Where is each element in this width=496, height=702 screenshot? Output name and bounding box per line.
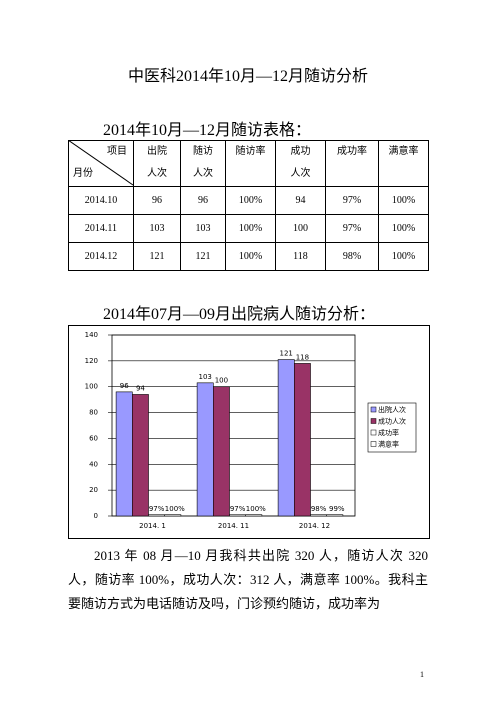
- table-cell: 121: [180, 242, 226, 271]
- header-row: 项目 月份 出院 人次 随访 人次 随访率 成功 人次 成功率 满意率: [68, 140, 429, 187]
- bar: [294, 363, 311, 517]
- y-tick-label: 20: [89, 486, 98, 494]
- legend-label: 出院人次: [378, 405, 406, 414]
- y-tick-label: 120: [85, 357, 98, 365]
- y-tick-label: 140: [85, 331, 98, 339]
- y-tick-label: 0: [94, 512, 98, 520]
- table-cell: 97%: [325, 214, 379, 243]
- x-tick-label: 2014. 12: [299, 522, 330, 530]
- table-row: 2014.10 96 96 100% 94 97% 100%: [68, 186, 429, 215]
- bar: [164, 514, 182, 517]
- corner-label: 项目: [107, 146, 127, 157]
- legend-swatch: [370, 441, 377, 447]
- table-cell: 100%: [225, 242, 276, 271]
- paragraph: 2013 年 08 月—10 月我科共出院 320 人，随访人次 320 人，随…: [68, 548, 428, 611]
- table-cell: 100%: [225, 214, 276, 243]
- value-label: 99%: [329, 505, 345, 513]
- table-cell: 121: [133, 242, 181, 271]
- value-label: 118: [296, 353, 309, 361]
- value-label: 121: [280, 350, 293, 358]
- bar: [229, 514, 247, 517]
- header-cell: 成功 人次: [275, 140, 326, 187]
- bar: [245, 514, 263, 517]
- table-heading: 2014年10月—12月随访表格：: [103, 122, 312, 139]
- table-cell: 96: [180, 186, 226, 215]
- header-text: 人次: [193, 168, 213, 179]
- table-cell: 96: [133, 186, 181, 215]
- value-label: 100%: [246, 505, 266, 513]
- bar: [148, 514, 166, 517]
- legend-swatch: [370, 429, 377, 436]
- bar: [277, 359, 295, 517]
- value-label: 100%: [165, 505, 185, 513]
- header-text: 随访率: [235, 146, 266, 157]
- table-cell: 118: [275, 242, 326, 271]
- legend-label: 满意率: [378, 440, 399, 449]
- y-tick-label: 60: [89, 434, 98, 442]
- diagonal: [68, 140, 134, 186]
- legend-swatch: [370, 406, 377, 413]
- table-cell: 94: [275, 186, 326, 215]
- header-text: 成功率: [337, 146, 367, 157]
- header-text: 满意率: [388, 146, 419, 157]
- table-cell: 2014.11: [68, 214, 134, 243]
- table-cell: 100: [275, 214, 326, 243]
- legend-label: 成功人次: [378, 417, 406, 426]
- table-cell: 100%: [378, 186, 429, 215]
- corner-cell: 项目月份: [68, 140, 134, 187]
- bar: [310, 514, 328, 517]
- bar: [213, 386, 230, 517]
- table-cell: 98%: [325, 242, 379, 271]
- value-label: 97%: [149, 505, 165, 513]
- bar: [115, 391, 133, 517]
- header-text: 随访: [193, 146, 213, 157]
- header-text: 人次: [290, 168, 311, 179]
- header-cell: 成功率: [325, 140, 379, 187]
- table: 项目 月份 出院 人次 随访 人次 随访率 成功 人次 成功率 满意率 2014.10 96 96 100%…: [68, 140, 429, 271]
- page-number: 1: [420, 670, 424, 679]
- plot-area: [111, 334, 356, 517]
- y-tick-label: 80: [89, 409, 98, 417]
- table-row: 2014.12 121 121 100% 118 98% 100%: [68, 242, 429, 271]
- table-cell: 103: [133, 214, 181, 243]
- value-label: 103: [199, 373, 212, 381]
- doc-title: 中医科2014年10月—12月随访分析: [127, 68, 368, 85]
- header-text: 人次: [147, 168, 167, 179]
- legend-swatch: [370, 418, 377, 424]
- header-cell: 随访率: [225, 140, 276, 187]
- table-cell: 100%: [225, 186, 276, 215]
- table-cell: 103: [180, 214, 226, 243]
- bar: [132, 394, 149, 517]
- x-tick-label: 2014. 1: [139, 522, 166, 530]
- x-tick-label: 2014. 11: [218, 522, 249, 530]
- bar: [196, 382, 214, 517]
- value-label: 96: [120, 382, 129, 390]
- header-text: 出院: [147, 146, 167, 157]
- header-cell: 出院 人次: [133, 140, 181, 187]
- table-cell: 2014.10: [68, 186, 134, 215]
- value-label: 98%: [311, 505, 327, 513]
- table-cell: 97%: [325, 186, 379, 215]
- table-cell: 2014.12: [68, 242, 134, 271]
- y-tick-label: 100: [85, 383, 98, 391]
- corner-label: 月份: [73, 168, 93, 179]
- table-row: 2014.11 103 103 100% 100 97% 100%: [68, 214, 429, 243]
- value-label: 94: [136, 384, 145, 392]
- table-cell: 100%: [378, 214, 429, 243]
- value-label: 100: [215, 377, 228, 385]
- legend-label: 成功率: [378, 428, 399, 437]
- chart-heading: 2014年07月—09月出院病人随访分析：: [103, 306, 376, 323]
- header-cell: 随访 人次: [180, 140, 226, 187]
- table-cell: 100%: [378, 242, 429, 271]
- header-text: 成功: [290, 146, 311, 157]
- header-cell: 满意率: [378, 140, 429, 187]
- value-label: 97%: [230, 505, 246, 513]
- y-tick-label: 40: [89, 460, 98, 468]
- bar: [326, 514, 344, 517]
